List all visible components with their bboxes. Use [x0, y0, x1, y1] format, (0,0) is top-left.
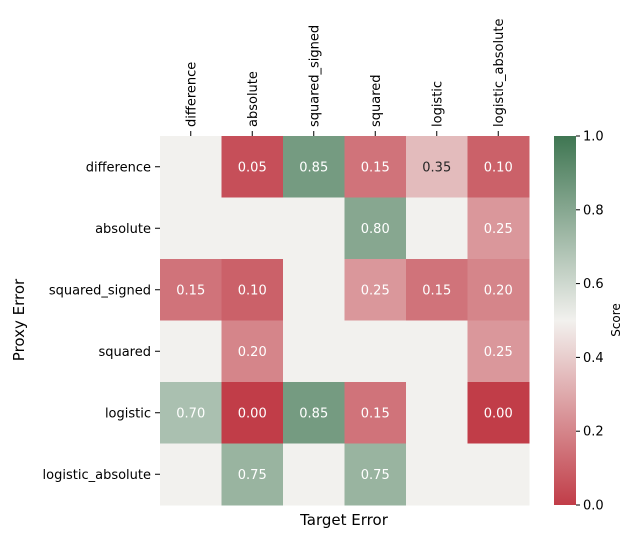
cell-value-label: 0.25	[484, 222, 513, 237]
colorbar	[554, 136, 576, 505]
heatmap-cell	[467, 382, 530, 444]
cell-value-label: 0.15	[422, 283, 451, 298]
cell-value-label: 0.10	[238, 283, 267, 298]
heatmap-cell	[344, 320, 407, 383]
cell-value-label: 0.00	[238, 406, 267, 421]
heatmap-cell	[221, 259, 284, 321]
x-tick-label: absolute	[246, 71, 261, 127]
cell-value-label: 0.75	[238, 468, 267, 483]
x-axis-title: Target Error	[299, 511, 389, 529]
heatmap-cell	[160, 320, 222, 383]
heatmap-cell	[221, 197, 284, 260]
x-tick-label: squared_signed	[307, 25, 322, 127]
cell-value-label: 0.05	[238, 160, 267, 175]
heatmap-cell	[344, 259, 407, 321]
heatmap-cell	[283, 136, 345, 198]
heatmap-cell	[467, 259, 530, 321]
y-tick-label: logistic	[105, 406, 151, 421]
x-tick-label: difference	[184, 62, 199, 127]
heatmap-cell	[221, 320, 284, 383]
heatmap-cell	[283, 443, 345, 506]
heatmap-cell	[160, 136, 222, 198]
colorbar-label: Score	[609, 303, 623, 337]
cell-value-label: 0.70	[176, 406, 205, 421]
y-tick-label: absolute	[95, 222, 151, 237]
y-tick-label: squared_signed	[49, 283, 151, 298]
colorbar-tick-label: 0.2	[583, 425, 604, 440]
colorbar-ticks: 0.0 0.2 0.4 0.6 0.8 1.0	[576, 130, 604, 514]
cell-value-label: 0.85	[299, 406, 328, 421]
heatmap-cell	[160, 382, 222, 444]
heatmap-cell	[221, 443, 284, 506]
colorbar-tick-label: 0.4	[583, 351, 604, 366]
colorbar-tick-label: 0.6	[583, 277, 604, 292]
colorbar-tick-label: 0.0	[583, 499, 604, 514]
heatmap-cell	[283, 259, 345, 321]
heatmap-cell	[221, 382, 284, 444]
cell-value-label: 0.20	[484, 283, 513, 298]
y-tick-label: logistic_absolute	[43, 468, 151, 483]
heatmap-cell	[344, 197, 407, 260]
heatmap-cell	[467, 443, 530, 506]
heatmap-cell	[344, 136, 407, 198]
heatmap-cell	[406, 382, 468, 444]
cell-value-label: 0.85	[299, 160, 328, 175]
cell-value-label: 0.15	[361, 406, 390, 421]
cell-value-label: 0.80	[361, 222, 390, 237]
colorbar-tick-label: 0.8	[583, 203, 604, 218]
cell-value-label: 0.15	[176, 283, 205, 298]
heatmap-cell	[283, 197, 345, 260]
cell-value-label: 0.00	[484, 406, 513, 421]
heatmap-cell	[160, 197, 222, 260]
cell-value-label: 0.25	[361, 283, 390, 298]
x-axis-ticks: difference absolute squared_signed squared l…	[184, 19, 507, 136]
cell-value-label: 0.15	[361, 160, 390, 175]
heatmap-cell-labels: 0.05 0.85 0.15 0.35 0.10 0.80 0.25 0.15 0.10 0.25…	[176, 160, 512, 483]
cell-value-label: 0.75	[361, 468, 390, 483]
heatmap-cell	[406, 197, 468, 260]
x-tick-label: logistic_absolute	[492, 19, 507, 127]
heatmap-cell	[344, 382, 407, 444]
heatmap-cell	[406, 136, 468, 198]
heatmap-cell	[344, 443, 407, 506]
heatmap-cell	[221, 136, 284, 198]
cell-value-label: 0.25	[484, 345, 513, 360]
heatmap-cell	[160, 443, 222, 506]
y-axis-title: Proxy Error	[10, 278, 28, 361]
cell-value-label: 0.20	[238, 345, 267, 360]
heatmap-cell	[160, 259, 222, 321]
heatmap-cell	[283, 382, 345, 444]
cell-value-label: 0.10	[484, 160, 513, 175]
heatmap-cell	[406, 259, 468, 321]
x-tick-label: logistic	[430, 81, 445, 127]
y-tick-label: difference	[86, 160, 151, 175]
heatmap-cells	[160, 136, 530, 506]
colorbar-tick-label: 1.0	[583, 130, 604, 145]
y-tick-label: squared	[98, 345, 151, 360]
x-tick-label: squared	[369, 74, 384, 127]
heatmap-cell	[283, 320, 345, 383]
heatmap-cell	[467, 136, 530, 198]
cell-value-label: 0.35	[422, 160, 451, 175]
heatmap-cell	[467, 320, 530, 383]
heatmap-cell	[406, 320, 468, 383]
heatmap-cell	[467, 197, 530, 260]
heatmap-cell	[406, 443, 468, 506]
